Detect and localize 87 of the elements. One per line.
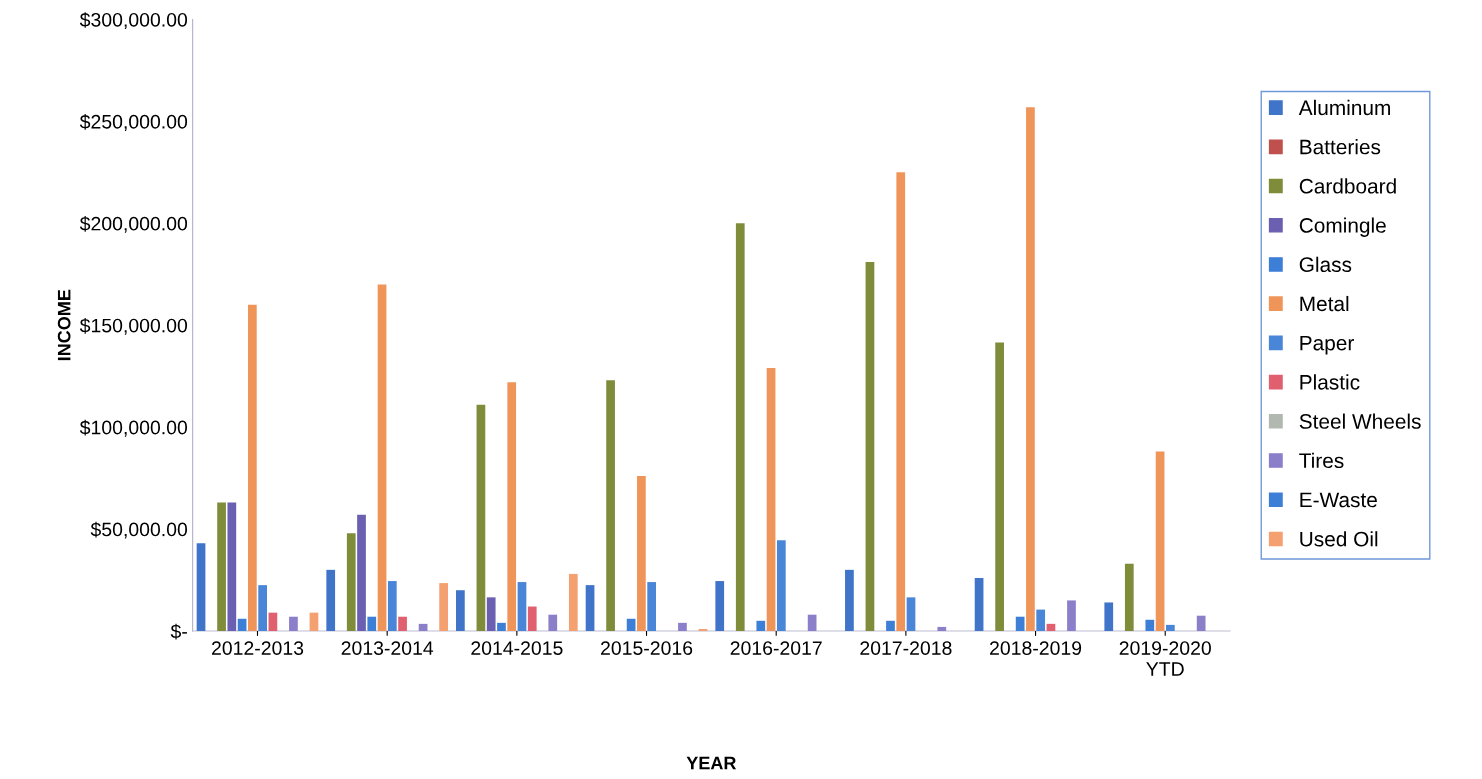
bar	[1015, 616, 1025, 631]
legend-label: Plastic	[1300, 374, 1360, 390]
bar	[398, 616, 407, 631]
bar	[456, 590, 465, 631]
bar	[258, 585, 267, 631]
legend-label: Steel Wheels	[1299, 413, 1421, 429]
x-tick-label: 2012-2013	[211, 641, 304, 655]
bar	[548, 614, 558, 631]
y-tick-label: $150,000.00	[79, 317, 188, 335]
bar	[486, 597, 496, 631]
x-tick-label: 2018-2019	[990, 641, 1082, 655]
legend-label: Comingle	[1299, 217, 1386, 237]
bar	[507, 382, 517, 631]
bar	[568, 573, 578, 631]
bar	[937, 626, 947, 631]
bar	[1026, 107, 1035, 631]
x-tick-label: 2015-2016	[601, 641, 693, 655]
x-tick-label: 2019-2020 YTD	[1119, 641, 1211, 676]
bar	[497, 622, 506, 631]
bar	[418, 623, 428, 631]
bar	[776, 540, 786, 631]
bar	[678, 622, 687, 631]
bar	[1046, 623, 1056, 631]
legend-label: E-Waste	[1300, 492, 1377, 508]
bar	[606, 380, 615, 631]
legend-label: Used Oil	[1300, 531, 1378, 547]
bar	[1165, 624, 1175, 631]
bar	[974, 577, 984, 631]
bar	[865, 262, 875, 631]
bar	[906, 597, 916, 631]
x-tick-label: 2014-2015	[471, 641, 563, 655]
y-tick-label: $100,000.00	[79, 419, 188, 437]
bar	[367, 616, 377, 631]
bar	[1036, 609, 1046, 631]
bar	[196, 543, 206, 631]
bar	[476, 404, 486, 631]
bar	[289, 616, 298, 631]
x-tick-label: 2013-2014	[341, 641, 434, 655]
legend-label: Aluminum	[1298, 99, 1390, 116]
bar	[217, 502, 226, 631]
bar	[626, 618, 636, 631]
bar	[766, 368, 776, 631]
bar	[1196, 615, 1206, 631]
x-tick-label: 2017-2018	[860, 641, 952, 655]
bar	[346, 533, 356, 631]
bar	[1145, 619, 1155, 631]
legend-label: Glass	[1299, 256, 1352, 273]
bar	[326, 569, 336, 631]
bar	[1104, 602, 1114, 631]
legend-label: Cardboard	[1299, 178, 1396, 194]
x-axis-title: YEAR	[686, 756, 737, 770]
legend-label: Batteries	[1300, 139, 1381, 155]
bar	[237, 618, 247, 631]
bar	[845, 569, 854, 631]
y-tick-label: $-	[170, 623, 187, 640]
bar	[1155, 451, 1165, 631]
bar	[1067, 600, 1076, 631]
bar	[647, 582, 657, 631]
bar	[995, 342, 1004, 631]
bar	[268, 612, 278, 631]
bar	[439, 583, 448, 631]
bar	[309, 612, 319, 631]
bar	[585, 585, 595, 631]
legend-label: Paper	[1300, 335, 1354, 355]
bar	[715, 581, 725, 631]
legend-label: Tires	[1299, 452, 1344, 469]
bar	[637, 476, 646, 631]
bar	[387, 581, 397, 631]
bar	[807, 614, 817, 631]
x-tick-label: 2016-2017	[730, 641, 822, 655]
bar	[377, 284, 387, 631]
bar	[527, 606, 537, 631]
bar	[227, 502, 237, 631]
y-tick-label: $250,000.00	[79, 114, 188, 131]
bar	[357, 514, 366, 631]
y-tick-label: $50,000.00	[90, 521, 188, 539]
bar	[886, 620, 895, 631]
bar	[1124, 563, 1134, 631]
y-axis-title: INCOME	[57, 289, 71, 361]
bar	[735, 223, 745, 631]
legend-label: Metal	[1300, 295, 1349, 312]
bar	[896, 172, 906, 631]
bar	[517, 582, 527, 631]
bar	[756, 620, 766, 631]
bar	[248, 304, 257, 631]
y-tick-label: $200,000.00	[79, 215, 188, 233]
y-tick-label: $300,000.00	[79, 12, 188, 30]
